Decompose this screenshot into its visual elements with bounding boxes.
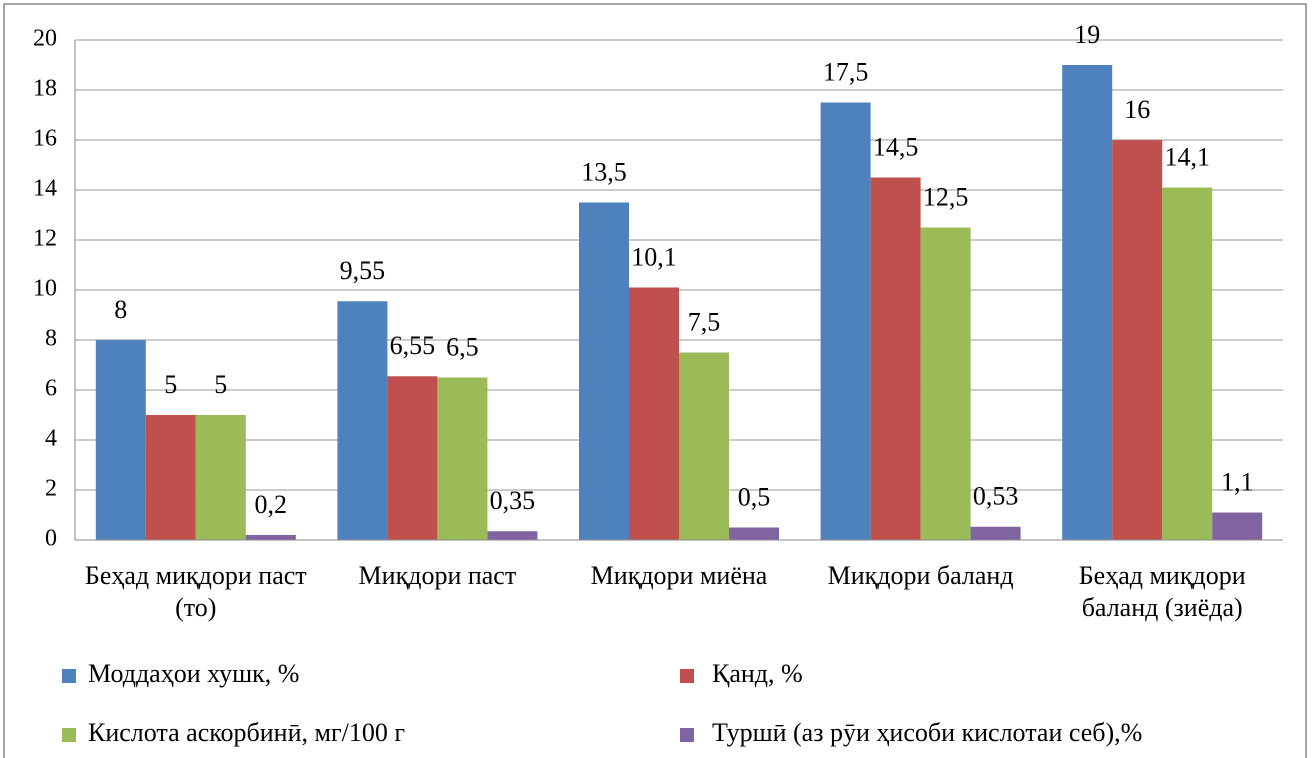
bar (729, 527, 779, 540)
bar (970, 526, 1021, 540)
data-label: 0,53 (973, 482, 1019, 511)
y-tick-label: 8 (45, 326, 57, 352)
data-label: 5 (214, 370, 227, 399)
data-label: 19 (1074, 20, 1100, 49)
bar (437, 377, 488, 540)
legend-swatch (680, 728, 694, 742)
y-tick-label: 16 (33, 126, 57, 152)
data-label: 17,5 (823, 57, 869, 86)
bar (1162, 187, 1213, 540)
y-tick-label: 14 (33, 176, 57, 202)
data-label: 0,5 (738, 482, 771, 511)
bar (195, 415, 246, 540)
x-tick-label: Миқдори миёна (590, 561, 768, 590)
bar (145, 415, 196, 540)
data-label: 9,55 (340, 256, 386, 285)
x-tick-label: Миқдори баланд (827, 561, 1014, 590)
data-label: 10,1 (631, 242, 677, 271)
data-label: 8 (114, 295, 127, 324)
bar (629, 287, 679, 540)
legend-swatch (62, 728, 76, 742)
data-label: 12,5 (923, 182, 969, 211)
bar (920, 227, 971, 540)
y-tick-label: 6 (45, 376, 57, 402)
bar (820, 102, 871, 540)
y-tick-label: 2 (45, 476, 57, 502)
bar (1112, 140, 1163, 540)
data-label: 6,5 (446, 332, 479, 361)
bar (387, 376, 438, 540)
data-label: 14,1 (1164, 142, 1210, 171)
data-label: 14,5 (873, 132, 919, 161)
y-tick-label: 10 (33, 276, 57, 302)
x-tick-label: Миқдори паст (358, 561, 517, 590)
bar (1212, 512, 1263, 540)
legend-swatch (62, 669, 76, 683)
x-tick-label: Беҳад миқдори баланд (зиёда) (1078, 561, 1246, 622)
data-label: 0,35 (490, 486, 536, 515)
data-label: 13,5 (581, 157, 627, 186)
y-tick-label: 18 (33, 76, 57, 102)
bar (870, 177, 921, 540)
y-tick-label: 0 (45, 526, 57, 552)
bar (1062, 65, 1113, 540)
bar (337, 301, 388, 540)
y-tick-label: 4 (45, 426, 57, 452)
data-label: 1,1 (1221, 467, 1254, 496)
data-label: 7,5 (688, 307, 721, 336)
data-label: 6,55 (390, 331, 436, 360)
bar (579, 202, 629, 540)
bar (487, 531, 538, 540)
x-tick-label: Беҳад миқдори паст (то) (84, 561, 307, 622)
bar (95, 340, 146, 540)
legend-label: Туршӣ (аз рӯи ҳисоби кислотаи себ),% (712, 718, 1142, 747)
legend-label: Кислота аскорбинӣ, мг/100 г (88, 718, 405, 747)
bar (679, 352, 729, 540)
y-tick-label: 12 (33, 226, 57, 252)
data-label: 16 (1124, 95, 1150, 124)
legend-swatch (680, 669, 694, 683)
y-tick-label: 20 (33, 26, 57, 52)
bar (245, 535, 296, 540)
legend-label: Моддаҳои хушк, % (88, 659, 299, 688)
data-label: 5 (164, 370, 177, 399)
legend-label: Қанд, % (712, 659, 803, 688)
data-label: 0,2 (255, 490, 288, 519)
